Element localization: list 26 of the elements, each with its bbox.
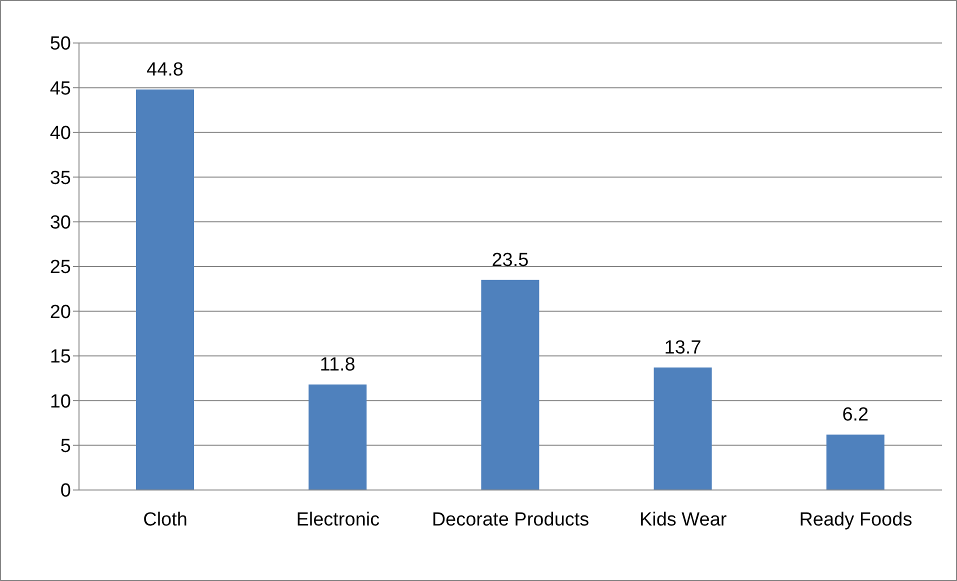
y-tick-label: 40 xyxy=(50,123,71,144)
bar xyxy=(826,434,884,490)
y-tick-label: 5 xyxy=(60,436,71,458)
y-tick-label: 20 xyxy=(50,302,71,323)
data-label: 11.8 xyxy=(320,354,356,376)
data-label: 13.7 xyxy=(664,338,702,359)
y-tick-label: 15 xyxy=(50,346,71,368)
x-tick-label: Decorate Products xyxy=(432,509,590,530)
data-label: 23.5 xyxy=(492,250,529,271)
y-tick-label: 35 xyxy=(50,168,71,189)
y-tick-label: 30 xyxy=(50,212,71,234)
x-tick-label: Electronic xyxy=(296,509,380,530)
bar xyxy=(481,280,540,490)
y-tick-label: 45 xyxy=(50,78,71,100)
y-tick-label: 0 xyxy=(60,480,71,502)
data-label: 6.2 xyxy=(842,404,869,426)
x-tick-label: Kids Wear xyxy=(639,509,728,530)
data-label: 44.8 xyxy=(146,59,184,80)
y-tick-label: 10 xyxy=(50,391,71,412)
x-tick-label: Ready Foods xyxy=(799,509,912,530)
bar xyxy=(654,368,712,490)
x-tick-label: Cloth xyxy=(143,509,188,530)
bar xyxy=(308,384,367,490)
y-tick-label: 50 xyxy=(50,34,71,55)
bar xyxy=(136,89,194,490)
y-tick-label: 25 xyxy=(50,257,71,278)
